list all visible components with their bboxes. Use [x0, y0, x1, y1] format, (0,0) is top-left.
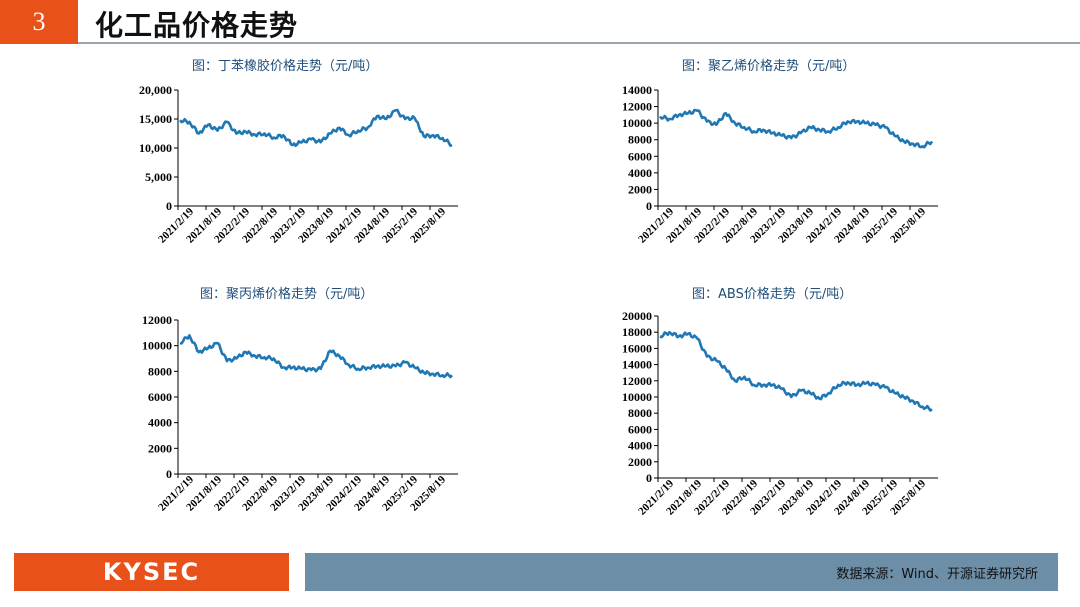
y-tick-label: 4000 [148, 416, 172, 430]
y-tick-label: 10,000 [139, 141, 172, 155]
y-tick-label: 6000 [628, 149, 652, 163]
chart-abs: 0 2000 4000 6000 8000 10000 12000 14000 16000 180… [622, 309, 938, 518]
chart-title-pp: 图：聚丙烯价格走势（元/吨） [200, 287, 374, 302]
y-tick-label: 10000 [622, 390, 652, 404]
y-tick-label: 12000 [622, 374, 652, 388]
y-tick-label: 8000 [628, 406, 652, 420]
series-line [659, 330, 933, 412]
y-tick-label: 2000 [628, 182, 652, 196]
y-tick-label: 16000 [622, 341, 652, 355]
y-tick-label: 0 [646, 471, 652, 485]
chart-title-abs: 图：ABS价格走势（元/吨） [692, 287, 853, 302]
y-tick-label: 10000 [622, 116, 652, 130]
series-line [179, 334, 453, 379]
section-number-badge: 3 [0, 0, 78, 44]
series-line [658, 108, 934, 149]
section-number: 3 [32, 7, 46, 36]
chart-pe: 020004000600080001000012000140002021/2/1… [622, 83, 938, 246]
y-tick-label: 20000 [622, 309, 652, 323]
kysec-logo: KYSEC [14, 553, 289, 591]
chart-title-pe: 图：聚乙烯价格走势（元/吨） [682, 59, 856, 74]
y-tick-label: 15,000 [139, 112, 172, 126]
y-tick-label: 2000 [628, 455, 652, 469]
title-divider [78, 42, 1080, 44]
chart-title-sbr: 图：丁苯橡胶价格走势（元/吨） [192, 59, 379, 74]
logo-text: KYSEC [102, 558, 201, 586]
footer-bar: 数据来源：Wind、开源证券研究所 [305, 553, 1058, 591]
series-line [179, 108, 453, 147]
page-title: 化工品价格走势 [95, 9, 299, 42]
y-tick-label: 0 [166, 467, 172, 481]
y-tick-label: 10000 [142, 339, 172, 353]
y-tick-label: 4000 [628, 166, 652, 180]
y-tick-label: 4000 [628, 439, 652, 453]
chart-pp: 0200040006000800010000120002021/2/192021… [142, 313, 458, 514]
y-tick-label: 2000 [148, 441, 172, 455]
y-tick-label: 6000 [148, 390, 172, 404]
y-tick-label: 14000 [622, 83, 652, 97]
data-source: 数据来源：Wind、开源证券研究所 [836, 567, 1038, 582]
y-tick-label: 18000 [622, 325, 652, 339]
y-tick-label: 12000 [622, 100, 652, 114]
y-tick-label: 12000 [142, 313, 172, 327]
y-tick-label: 0 [166, 199, 172, 213]
chart-sbr: 05,00010,00015,00020,0002021/2/192021/8/… [139, 83, 458, 246]
y-tick-label: 5,000 [145, 170, 172, 184]
y-tick-label: 8000 [148, 364, 172, 378]
y-tick-label: 8000 [628, 133, 652, 147]
y-tick-label: 0 [646, 199, 652, 213]
y-tick-label: 20,000 [139, 83, 172, 97]
y-tick-label: 6000 [628, 422, 652, 436]
y-tick-label: 14000 [622, 358, 652, 372]
